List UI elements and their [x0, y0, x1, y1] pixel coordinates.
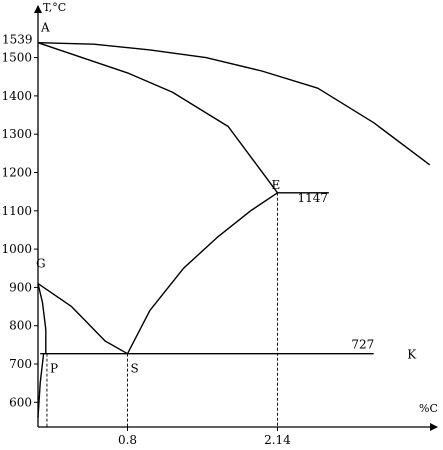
phase-curve-2 [37, 42, 279, 194]
y-tick-label: 1100 [1, 204, 32, 218]
x-tick-label: 0.8 [118, 433, 137, 447]
y-tick-label: 1300 [1, 127, 32, 141]
phase-curve-3 [37, 283, 128, 355]
annotation-727: 727 [351, 338, 374, 352]
point-labels: A E G P S K [36, 21, 417, 376]
phase-curves [37, 42, 431, 418]
phase-curve-1 [37, 42, 431, 166]
point-label-k: K [407, 348, 417, 362]
annotation-1539: 1539 [2, 33, 33, 47]
point-label-p: P [50, 362, 58, 376]
phase-curve-5 [37, 283, 47, 354]
y-tick-label: 800 [9, 319, 32, 333]
axes [34, 5, 438, 431]
y-tick-label: 700 [9, 357, 32, 371]
annotations: 1539 1147 727 [2, 33, 374, 352]
y-tick-label: 1500 [1, 51, 32, 65]
y-tick-label: 1000 [1, 242, 32, 256]
annotation-1147: 1147 [297, 191, 328, 205]
point-label-g: G [36, 257, 46, 271]
y-axis-label: T,°C [43, 1, 66, 14]
point-label-s: S [131, 362, 139, 376]
point-label-e: E [271, 178, 280, 192]
y-tick-label: 900 [9, 280, 32, 294]
phase-curve-6 [37, 353, 45, 418]
y-tick-label: 1400 [1, 89, 32, 103]
y-tick-label: 600 [9, 395, 32, 409]
y-tick-label: 1200 [1, 166, 32, 180]
x-axis-label: %C [419, 402, 438, 415]
x-tick-label: 2.14 [264, 433, 291, 447]
point-label-a: A [40, 21, 50, 35]
phase-curve-4 [126, 192, 278, 355]
axis-ticks: 600 700 800 900 1000 1100 1200 1300 1400 1500 0.8 2… [1, 51, 291, 447]
drop-lines [46, 192, 278, 427]
